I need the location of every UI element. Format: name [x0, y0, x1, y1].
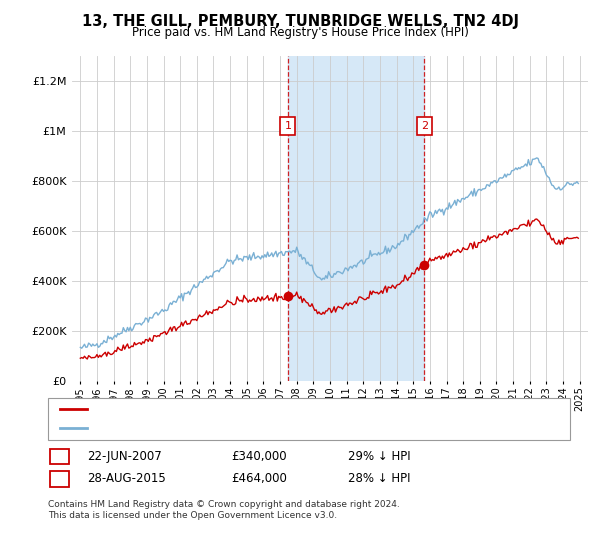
Text: 22-JUN-2007: 22-JUN-2007: [87, 450, 162, 463]
Text: Price paid vs. HM Land Registry's House Price Index (HPI): Price paid vs. HM Land Registry's House …: [131, 26, 469, 39]
Bar: [288, 56, 424, 381]
Text: 28% ↓ HPI: 28% ↓ HPI: [348, 472, 410, 486]
Text: Contains HM Land Registry data © Crown copyright and database right 2024.
This d: Contains HM Land Registry data © Crown c…: [48, 500, 400, 520]
Text: 2: 2: [421, 121, 428, 131]
Text: 28-AUG-2015: 28-AUG-2015: [87, 472, 166, 486]
Text: £464,000: £464,000: [231, 472, 287, 486]
Text: 29% ↓ HPI: 29% ↓ HPI: [348, 450, 410, 463]
Text: HPI: Average price, detached house, Tunbridge Wells: HPI: Average price, detached house, Tunb…: [93, 423, 368, 433]
Text: 1: 1: [56, 450, 63, 463]
Text: £340,000: £340,000: [231, 450, 287, 463]
Text: 2: 2: [56, 472, 63, 486]
Text: 13, THE GILL, PEMBURY, TUNBRIDGE WELLS, TN2 4DJ: 13, THE GILL, PEMBURY, TUNBRIDGE WELLS, …: [82, 14, 518, 29]
Text: 1: 1: [284, 121, 292, 131]
Text: 13, THE GILL, PEMBURY, TUNBRIDGE WELLS, TN2 4DJ (detached house): 13, THE GILL, PEMBURY, TUNBRIDGE WELLS, …: [93, 404, 464, 414]
